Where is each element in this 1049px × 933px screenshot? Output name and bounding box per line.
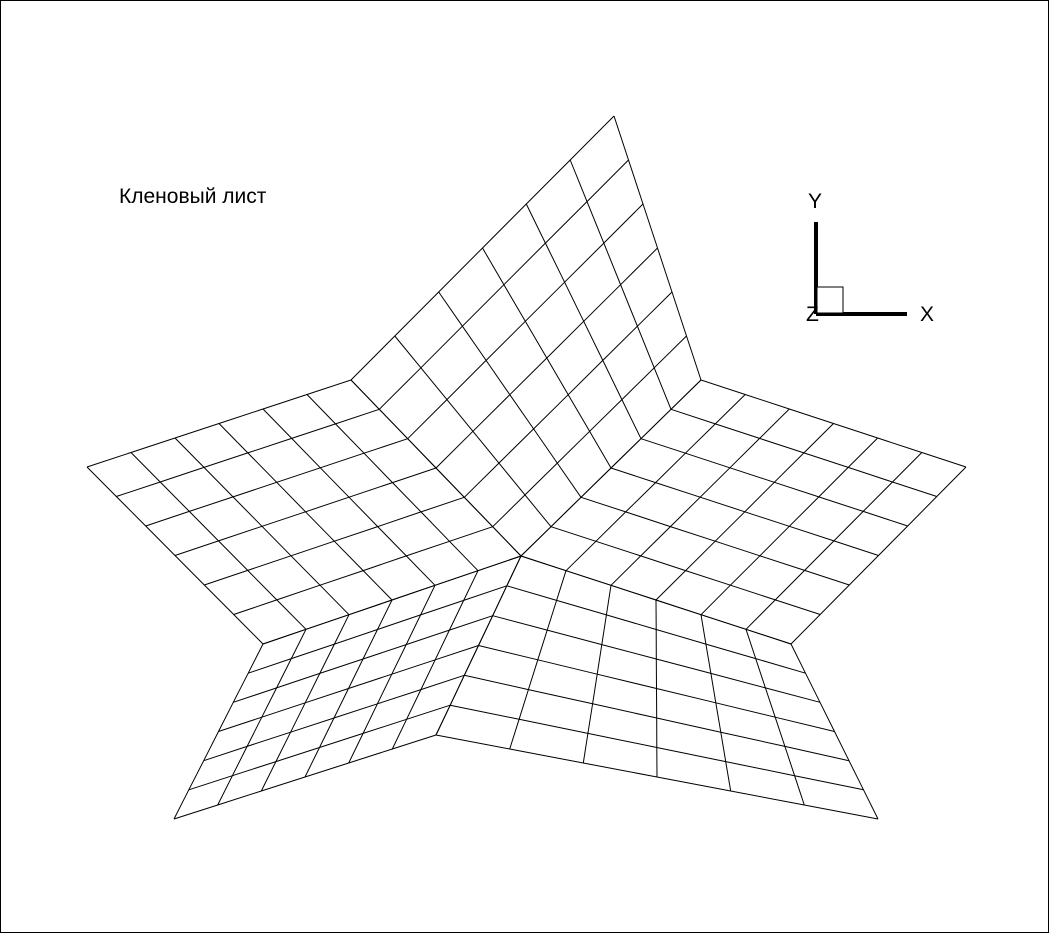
mesh-line: [569, 159, 672, 410]
mesh-line: [173, 643, 264, 820]
star-arm: [350, 115, 702, 557]
mesh-line: [435, 734, 879, 820]
z-axis-box: [816, 286, 844, 314]
mesh-line: [86, 379, 352, 468]
star-arm: [520, 379, 967, 645]
mesh-line: [450, 704, 864, 791]
star-arm: [173, 555, 522, 820]
axis-label-z: Z: [806, 303, 819, 326]
mesh-line: [745, 452, 923, 630]
mesh-line: [173, 734, 437, 820]
mesh-line: [700, 379, 967, 468]
plot-title: Кленовый лист: [119, 185, 267, 208]
mesh-line: [790, 643, 879, 820]
axis-label-x: X: [920, 303, 935, 326]
mesh-line: [86, 466, 264, 645]
mesh-line: [790, 466, 967, 645]
star-arm: [86, 379, 522, 645]
axis-label-y: Y: [808, 190, 823, 213]
mesh-line: [350, 115, 615, 381]
mesh-line: [116, 408, 380, 497]
mesh-line: [217, 629, 307, 806]
mesh-line: [613, 115, 702, 381]
